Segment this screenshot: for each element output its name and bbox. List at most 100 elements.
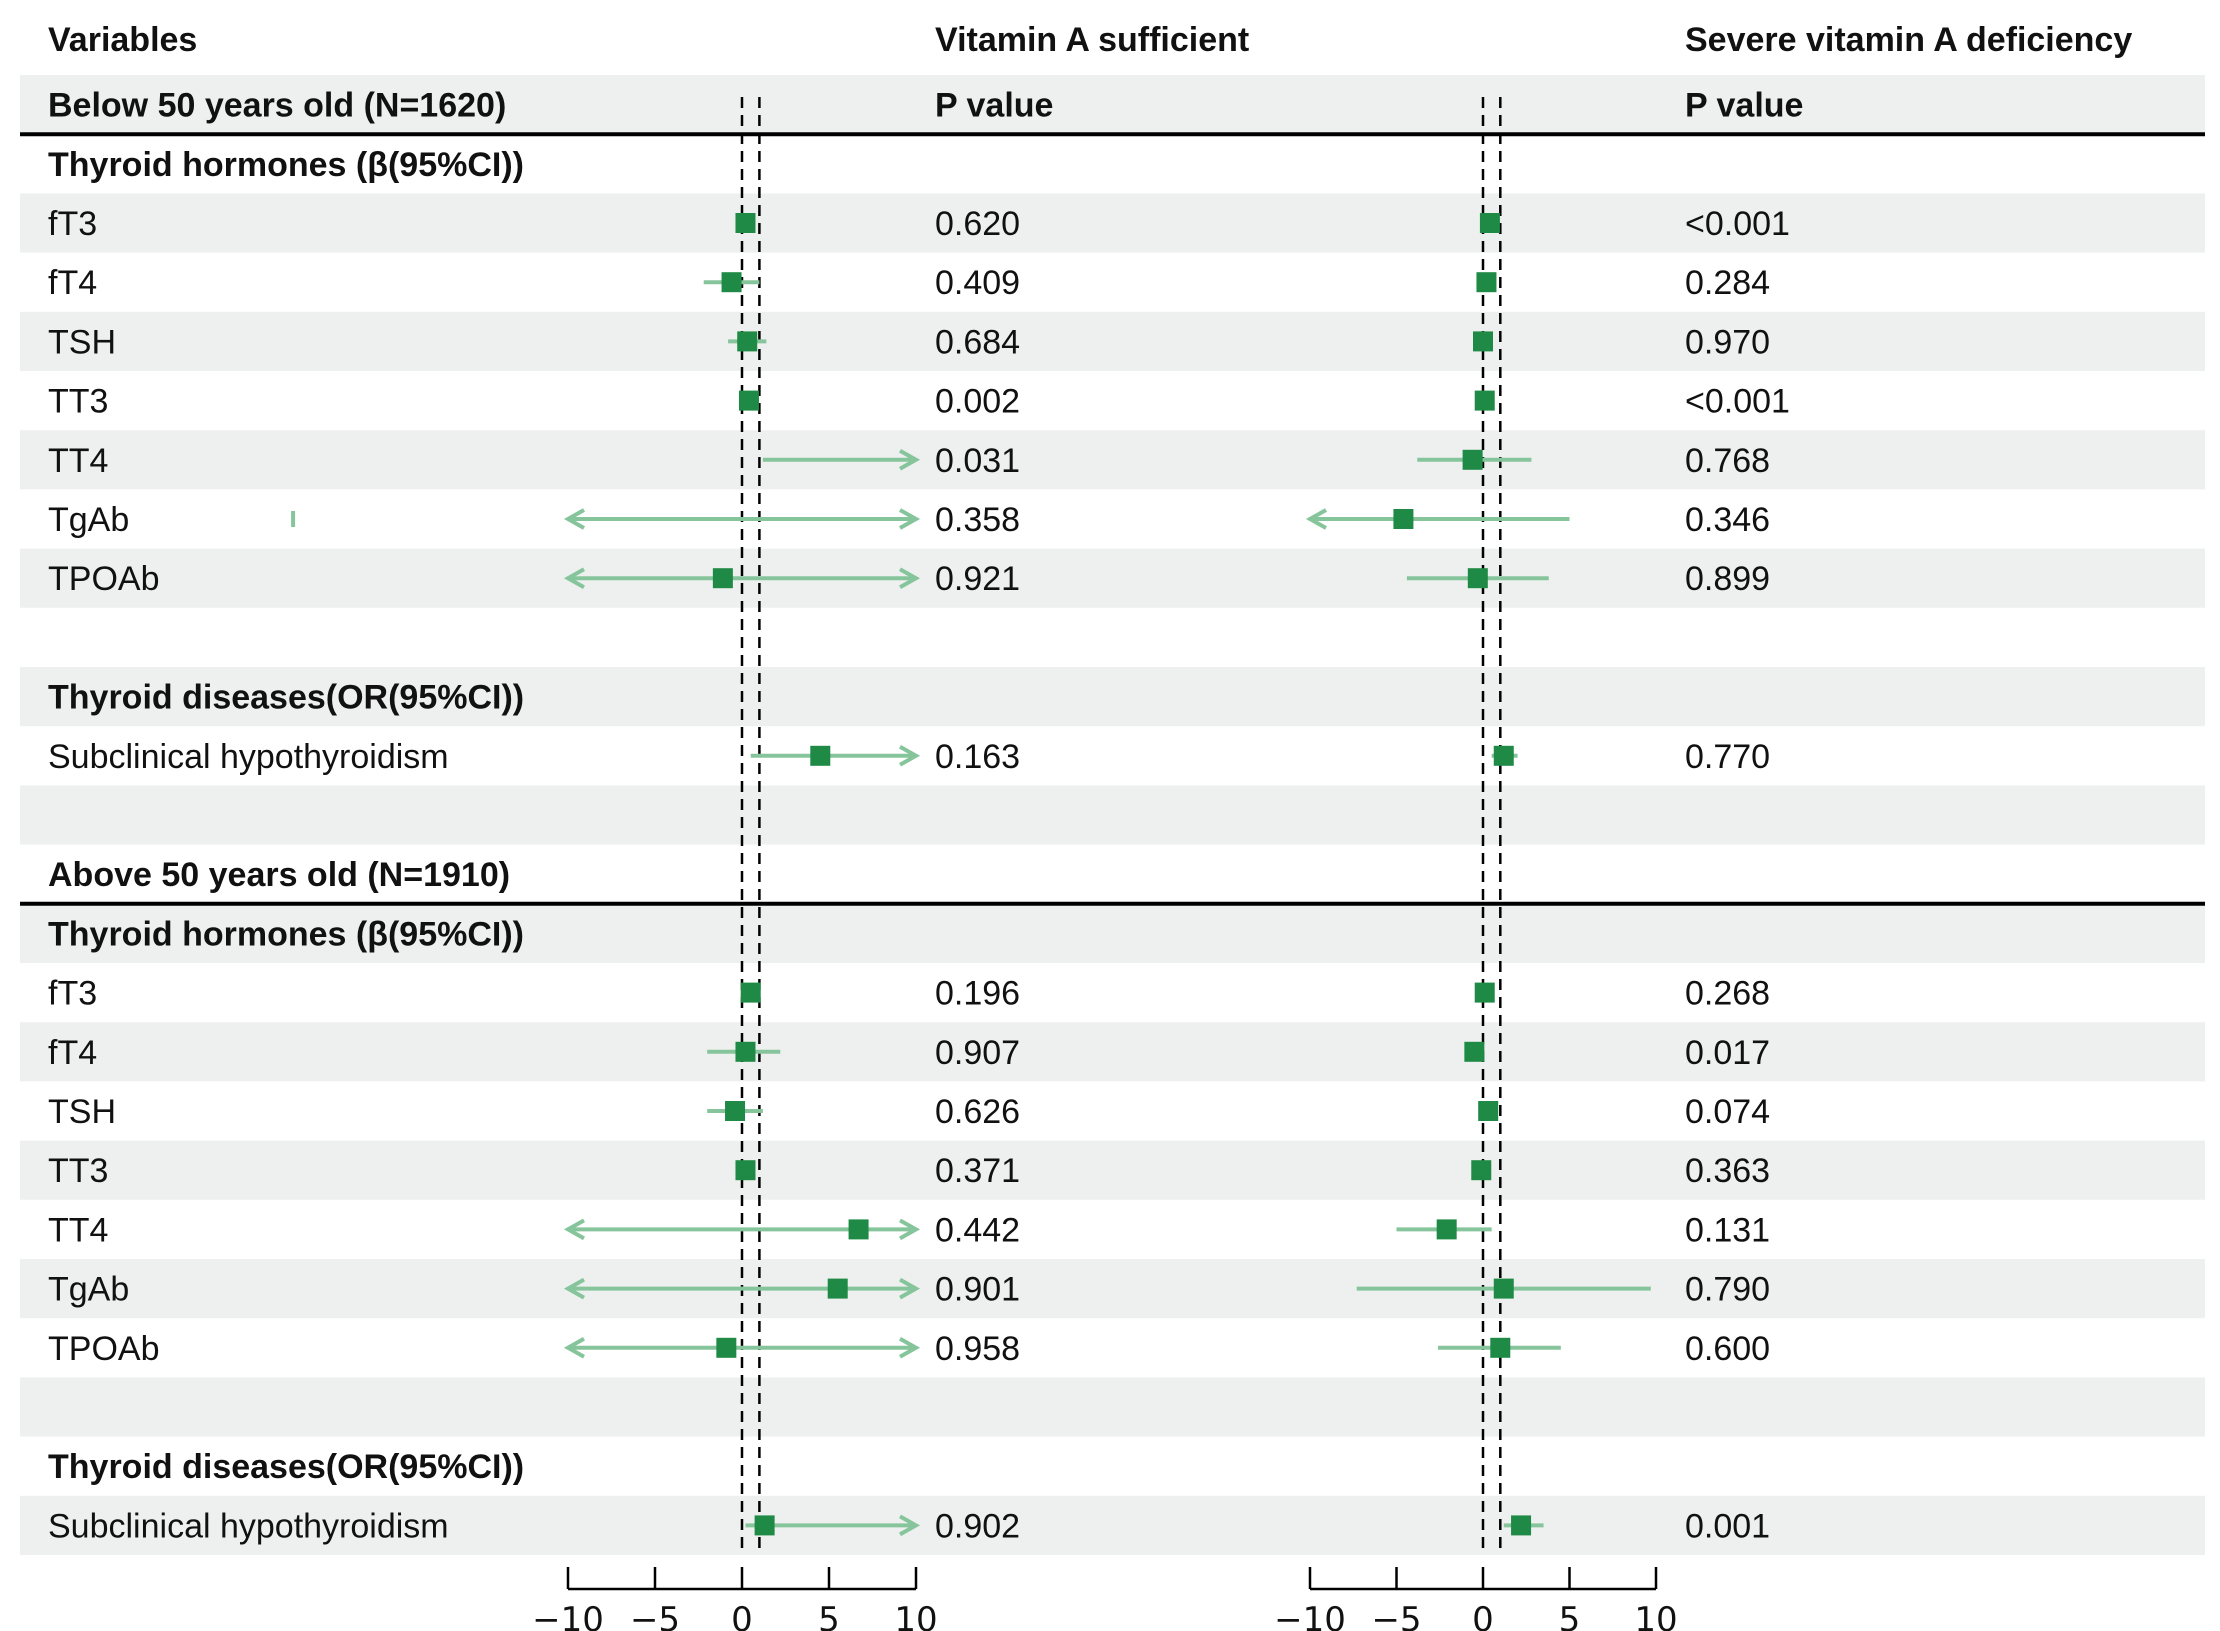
row-band (20, 903, 2205, 963)
p-value-2: 0.001 (1685, 1507, 1770, 1545)
section-label: Thyroid hormones (β(95%CI)) (48, 915, 524, 953)
point-estimate (716, 1337, 737, 1358)
ci-arrow-right (899, 1277, 921, 1300)
x-tick-label: −5 (630, 1600, 680, 1631)
row-band (20, 311, 2205, 371)
variable-label: TPOAb (48, 560, 159, 598)
x-tick-label: 5 (1559, 1600, 1581, 1631)
p-value-1: 0.163 (935, 738, 1020, 776)
p-value-2: 0.017 (1685, 1034, 1770, 1072)
p-value-1: 0.031 (935, 442, 1020, 480)
ci-arrow-right (899, 508, 921, 530)
point-estimate (735, 1160, 756, 1181)
group-label: Above 50 years old (N=1910) (48, 856, 510, 894)
x-axes: −10 −5 0 5 10 −10 −5 0 5 10 (532, 1567, 1678, 1631)
x-tick-label: −10 (1274, 1600, 1346, 1631)
variable-label: TgAb (48, 501, 129, 539)
row-band (20, 785, 2205, 845)
point-estimate (1436, 1219, 1457, 1240)
variable-label: TPOAb (48, 1330, 159, 1368)
p-value-1: P value (935, 87, 1053, 125)
point-estimate (827, 1278, 848, 1299)
point-estimate (848, 1219, 869, 1240)
p-value-1: 0.196 (935, 975, 1020, 1013)
point-estimate (1478, 1101, 1499, 1121)
point-estimate (725, 1101, 746, 1121)
p-value-1: 0.684 (935, 323, 1020, 361)
p-value-1: 0.409 (935, 264, 1020, 302)
point-estimate (1393, 509, 1414, 529)
p-value-2: P value (1685, 87, 1803, 125)
row-band (20, 1140, 2205, 1200)
table-text: Variables Vitamin A sufficient Severe vi… (48, 21, 2132, 1545)
x-tick-label: 10 (1634, 1600, 1677, 1631)
ci-arrow-left (563, 1337, 585, 1359)
row-band (20, 193, 2205, 253)
p-value-1: 0.902 (935, 1507, 1020, 1545)
variable-label: TT3 (48, 383, 108, 421)
x-tick-label: 10 (894, 1600, 937, 1631)
variable-label: Subclinical hypothyroidism (48, 1507, 449, 1545)
section-label: Thyroid hormones (β(95%CI)) (48, 146, 524, 184)
ci-arrow-left (1305, 508, 1327, 530)
variables-header: Variables (48, 21, 197, 59)
group-label: Below 50 years old (N=1620) (48, 87, 506, 125)
variable-label: fT3 (48, 975, 97, 1013)
point-estimate (1462, 449, 1483, 470)
ci-arrow-right (899, 567, 921, 589)
row-band (20, 548, 2205, 608)
x-tick-label: −10 (532, 1600, 604, 1631)
row-band (20, 75, 2205, 135)
row-bands (20, 75, 2205, 1555)
point-estimate (1511, 1515, 1532, 1536)
row-band (20, 1377, 2205, 1437)
point-estimate (1476, 272, 1497, 293)
row-band (20, 667, 2205, 727)
variable-label: fT4 (48, 1034, 97, 1072)
ci-arrow-left (563, 1218, 585, 1241)
point-estimate (1493, 1278, 1514, 1299)
row-band (20, 1495, 2205, 1555)
point-estimate (1493, 745, 1514, 766)
variable-label: Subclinical hypothyroidism (48, 738, 449, 776)
x-tick-label: −5 (1371, 1600, 1421, 1631)
variable-label: TSH (48, 1093, 116, 1131)
p-value-1: 0.358 (935, 501, 1020, 539)
row-band (20, 1259, 2205, 1319)
ci-arrow-right (899, 1337, 921, 1359)
p-value-2: 0.363 (1685, 1152, 1770, 1190)
variable-label: TT3 (48, 1152, 108, 1190)
p-value-2: 0.899 (1685, 560, 1770, 598)
variable-label: fT3 (48, 205, 97, 243)
p-value-2: 0.768 (1685, 442, 1770, 480)
variable-label: TT4 (48, 1211, 108, 1249)
point-estimate (737, 331, 758, 352)
point-estimate (740, 982, 761, 1003)
variable-label: TgAb (48, 1271, 129, 1309)
ci-arrow-left (563, 1277, 585, 1300)
p-value-2: 0.284 (1685, 264, 1770, 302)
point-estimate (1474, 982, 1495, 1003)
point-estimate (738, 390, 759, 411)
ci-arrow-left (563, 567, 585, 589)
p-value-2: 0.346 (1685, 501, 1770, 539)
p-value-2: 0.074 (1685, 1093, 1770, 1131)
row-band (20, 1022, 2205, 1082)
p-value-1: 0.626 (935, 1093, 1020, 1131)
point-estimate (735, 213, 756, 233)
point-estimate (754, 1515, 775, 1536)
point-estimate (810, 745, 831, 766)
p-value-1: 0.002 (935, 383, 1020, 421)
point-estimate (1473, 331, 1493, 352)
p-value-2: <0.001 (1685, 383, 1790, 421)
row-band (20, 430, 2205, 490)
point-estimate-offscale (291, 511, 296, 527)
p-value-2: <0.001 (1685, 205, 1790, 243)
divider-lines (20, 132, 2205, 906)
p-value-1: 0.921 (935, 560, 1020, 598)
point-estimate (1479, 213, 1500, 233)
point-estimate (1467, 568, 1488, 589)
variable-label: TT4 (48, 442, 108, 480)
x-tick-label: 0 (1472, 1600, 1494, 1631)
